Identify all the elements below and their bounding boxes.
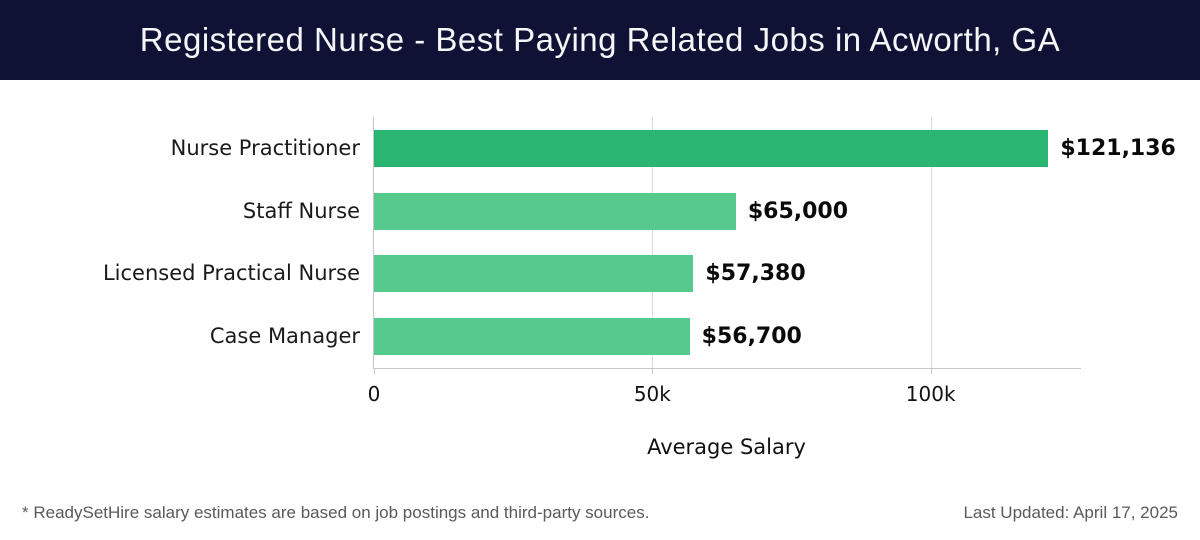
footer-note: * ReadySetHire salary estimates are base…	[22, 503, 650, 522]
value-label: $57,380	[705, 261, 806, 287]
plot-area: 0 50k 100k $121,136 $65,000 $57,380 $56,700	[368, 117, 1176, 406]
footer-last-updated: Last Updated: April 17, 2025	[963, 503, 1178, 522]
x-axis-tick-label: 50k	[633, 382, 671, 406]
category-label: Nurse Practitioner	[170, 135, 360, 160]
bar	[374, 318, 690, 356]
category-label: Licensed Practical Nurse	[102, 261, 360, 286]
x-axis-tick-label: 100k	[905, 382, 956, 406]
bar	[374, 255, 694, 293]
category-label: Staff Nurse	[242, 198, 360, 223]
x-axis-tick	[930, 368, 932, 374]
header-banner: Registered Nurse - Best Paying Related J…	[0, 0, 1200, 80]
category-label: Case Manager	[209, 324, 360, 349]
value-label: $56,700	[701, 324, 802, 350]
gridline	[652, 117, 654, 368]
bar	[374, 192, 736, 230]
x-axis-tick	[374, 368, 375, 374]
page-title: Registered Nurse - Best Paying Related J…	[139, 21, 1061, 58]
value-label: $65,000	[747, 198, 849, 224]
category-labels: Nurse Practitioner Staff Nurse Licensed Pr…	[0, 117, 360, 368]
x-axis-tick	[652, 368, 654, 374]
bar	[374, 129, 1049, 167]
gridline	[930, 117, 932, 368]
x-axis-tick-label: 0	[367, 382, 381, 406]
footer: * ReadySetHire salary estimates are base…	[22, 500, 1178, 526]
x-axis-title: Average Salary	[647, 435, 806, 459]
value-label: $121,136	[1060, 135, 1176, 161]
